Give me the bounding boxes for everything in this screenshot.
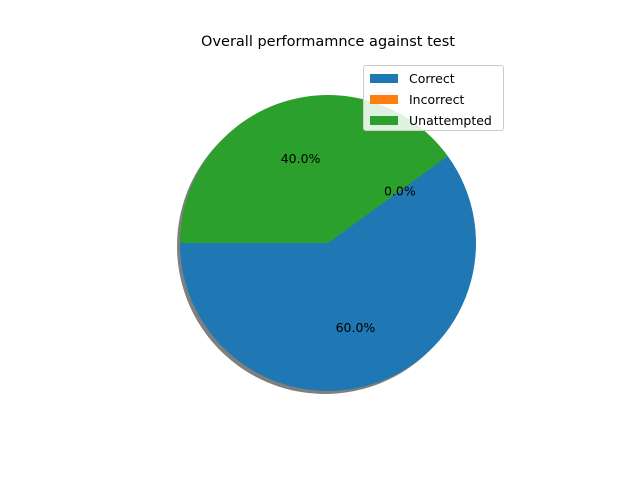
legend-item-correct: Correct <box>370 70 455 86</box>
pie-labels: 60.0% 0.0% 40.0% <box>281 151 416 335</box>
legend: Correct Incorrect Unattempted <box>363 65 504 131</box>
chart-title: Overall performamnce against test <box>201 34 455 50</box>
legend-swatch-incorrect <box>370 94 398 104</box>
legend-label-unattempted: Unattempted <box>409 112 492 128</box>
legend-item-unattempted: Unattempted <box>370 112 492 128</box>
legend-label-incorrect: Incorrect <box>409 91 465 107</box>
legend-item-incorrect: Incorrect <box>370 91 465 107</box>
pie-label-unattempted: 40.0% <box>281 151 321 166</box>
pie-slices <box>180 95 476 392</box>
legend-swatch-unattempted <box>370 115 398 125</box>
pie-slice-correct <box>180 156 476 392</box>
legend-label-correct: Correct <box>409 70 455 86</box>
pie-label-incorrect: 0.0% <box>384 183 416 198</box>
pie-label-correct: 60.0% <box>336 320 376 335</box>
pie-slice-unattempted <box>180 95 448 244</box>
legend-swatch-correct <box>370 73 398 83</box>
